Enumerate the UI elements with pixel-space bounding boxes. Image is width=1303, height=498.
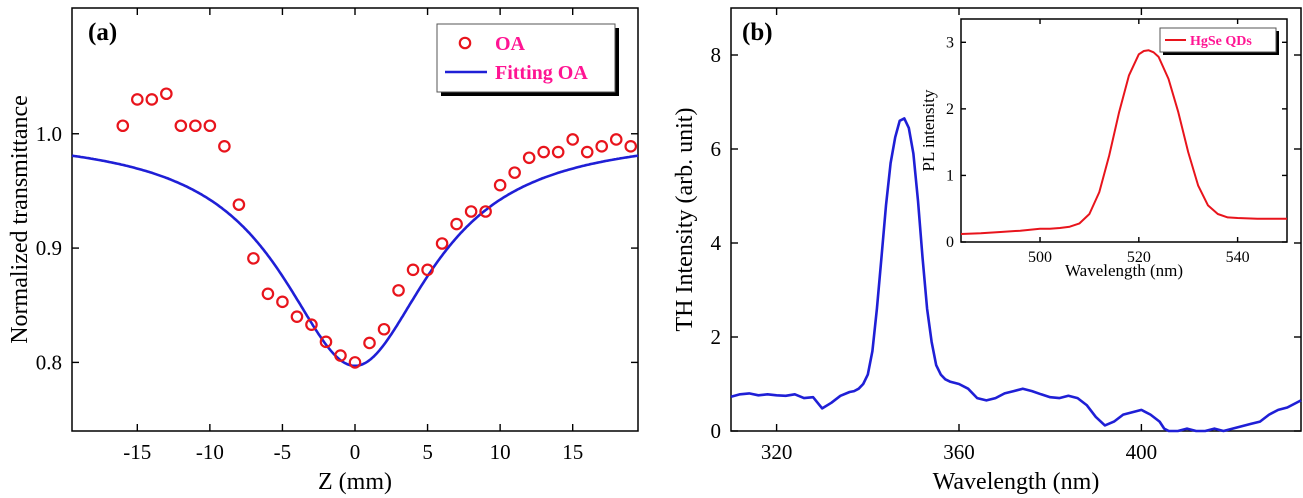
oa-data-point — [580, 145, 594, 159]
oa-data-point — [609, 133, 623, 146]
oa-data-point — [116, 119, 130, 133]
inset-y-tick-label: 0 — [946, 234, 954, 251]
panel-a: -15 -10 -5 0 5 10 15 0.8 0.9 1.0 Z (mm) Normalized … — [7, 7, 639, 495]
oa-data-point — [624, 140, 638, 153]
oa-data-point — [522, 151, 536, 165]
oa-data-point — [435, 237, 449, 250]
a-x-tick-label: 10 — [490, 440, 511, 464]
panel-b-inset: 500 520 540 0 1 2 3 Wavelength (nm) PL intensity… — [919, 18, 1288, 280]
oa-data-point — [218, 140, 231, 153]
oa-data-point — [232, 198, 246, 211]
oa-data-point — [160, 87, 173, 101]
b-y-tick-label: 4 — [711, 231, 722, 255]
th-intensity-line — [730, 117, 1302, 433]
oa-data-point — [305, 318, 318, 331]
pl-intensity-line — [960, 49, 1287, 235]
a-x-tick-label: 0 — [350, 440, 361, 464]
oa-data-point — [595, 140, 609, 153]
b-y-tick-label: 8 — [711, 43, 722, 67]
oa-data-point — [203, 119, 217, 133]
panel-label-a: (a) — [88, 19, 117, 46]
oa-data-point — [377, 322, 391, 336]
oa-data-point — [276, 295, 289, 309]
a-y-axis-title: Normalized transmittance — [7, 95, 33, 344]
oa-data-point — [174, 119, 188, 133]
b-x-tick-label: 400 — [1126, 440, 1158, 464]
fitting-oa-line — [71, 154, 639, 368]
inset-x-tick-label: 500 — [1028, 249, 1052, 266]
oa-data-point — [537, 145, 550, 159]
b-y-tick-label: 2 — [711, 325, 722, 349]
a-x-tick-label: 5 — [422, 440, 433, 464]
oa-data-point — [290, 310, 304, 323]
oa-data-point — [421, 263, 434, 277]
legend-fit-label: Fitting OA — [495, 62, 588, 84]
oa-data-point — [334, 349, 347, 362]
a-x-tick-label: -5 — [274, 440, 292, 464]
oa-data-point — [450, 217, 463, 231]
inset-plot-frame — [960, 18, 1288, 243]
oa-data-point — [348, 356, 362, 369]
a-x-axis-title: Z (mm) — [318, 469, 392, 495]
oa-data-point — [551, 145, 565, 159]
inset-y-tick-label: 3 — [946, 34, 954, 51]
oa-data-point — [493, 178, 507, 192]
oa-data-point — [145, 93, 159, 106]
oa-data-point — [363, 336, 376, 350]
legend-box — [436, 23, 616, 93]
inset-legend-label: HgSe QDs — [1190, 34, 1252, 49]
oa-data-point — [479, 205, 492, 218]
inset-x-axis-title: Wavelength (nm) — [1065, 261, 1183, 280]
inset-y-axis-title: PL intensity — [919, 89, 938, 172]
a-y-tick-label: 0.9 — [36, 236, 62, 260]
inset-y-tick-label: 2 — [946, 101, 954, 118]
a-x-tick-label: -10 — [196, 440, 224, 464]
b-plot-frame — [730, 7, 1302, 432]
b-y-axis-title: TH Intensity (arb. unit) — [672, 108, 698, 332]
b-y-tick-label: 0 — [711, 419, 722, 443]
a-x-tick-label: -15 — [123, 440, 151, 464]
oa-data-point — [261, 287, 275, 301]
b-y-tick-label: 6 — [711, 137, 722, 161]
inset-x-tick-label: 520 — [1127, 249, 1151, 266]
inset-y-tick-label: 1 — [946, 167, 954, 184]
oa-data-point — [508, 166, 521, 179]
b-x-tick-label: 320 — [761, 440, 793, 464]
inset-background — [961, 19, 1287, 242]
a-y-tick-label: 0.8 — [36, 350, 62, 374]
oa-data-point — [319, 335, 333, 349]
oa-data-point — [406, 263, 420, 277]
panel-label-b: (b) — [742, 19, 773, 46]
oa-data-point — [189, 119, 202, 133]
b-x-axis-title: Wavelength (nm) — [933, 469, 1100, 495]
oa-data-point — [464, 205, 478, 218]
inset-x-tick-label: 540 — [1226, 249, 1250, 266]
oa-data-point — [566, 133, 579, 146]
legend-oa-marker — [458, 36, 472, 50]
b-x-tick-label: 360 — [943, 440, 975, 464]
a-y-tick-label: 1.0 — [36, 122, 62, 146]
oa-data-point — [392, 284, 405, 297]
a-x-tick-label: 15 — [562, 440, 583, 464]
oa-data-point — [131, 93, 144, 106]
legend-oa-label: OA — [495, 33, 526, 55]
oa-data-point — [247, 252, 260, 265]
